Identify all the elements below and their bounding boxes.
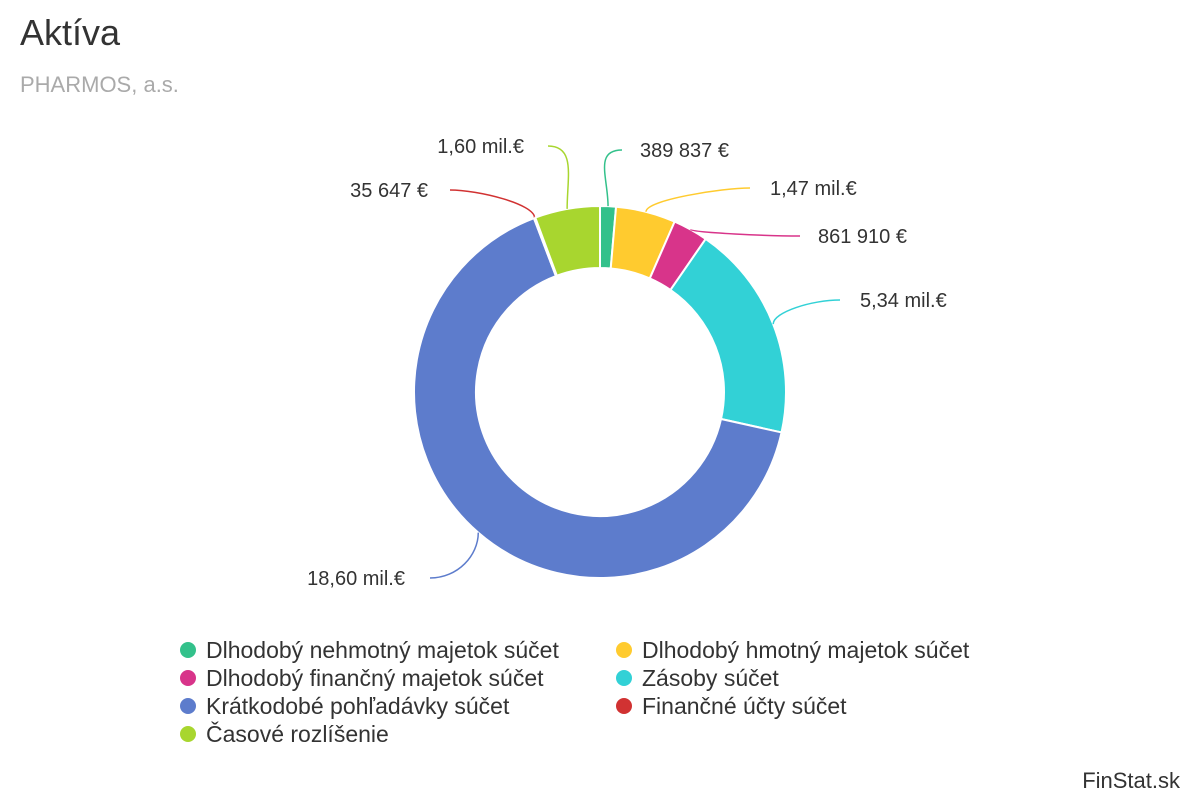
- credit-link[interactable]: FinStat.sk: [1082, 768, 1180, 793]
- data-label-connector: [689, 228, 801, 237]
- donut-slice[interactable]: [669, 237, 787, 434]
- data-label-connector: [645, 187, 751, 213]
- donut-slice[interactable]: [413, 216, 783, 579]
- legend-swatch-icon: [180, 726, 196, 742]
- data-label-connector: [772, 299, 841, 325]
- data-label-connector: [547, 145, 570, 209]
- legend-swatch-icon: [180, 698, 196, 714]
- legend-label: Finančné účty súčet: [642, 692, 847, 719]
- data-label: 1,47 mil.€: [770, 178, 857, 200]
- donut-chart: 389 837 € 1,47 mil.€ 861 910 € 5,34 mil.€ 18…: [307, 136, 947, 590]
- data-label: 861 910 €: [818, 226, 907, 248]
- legend-item[interactable]: Dlhodobý nehmotný majetok súčet: [180, 636, 616, 664]
- legend-label: Krátkodobé pohľadávky súčet: [206, 692, 510, 719]
- chart-subtitle: PHARMOS, a.s.: [20, 72, 179, 97]
- legend-label: Dlhodobý finančný majetok súčet: [206, 664, 544, 691]
- chart-legend: Dlhodobý nehmotný majetok súčet Dlhodobý …: [180, 636, 1040, 748]
- data-label: 1,60 mil.€: [437, 136, 524, 158]
- legend-swatch-icon: [616, 642, 632, 658]
- legend-item[interactable]: Časové rozlíšenie: [180, 720, 616, 748]
- data-label: 5,34 mil.€: [860, 290, 947, 312]
- data-label: 35 647 €: [350, 180, 428, 202]
- legend-item[interactable]: Dlhodobý hmotný majetok súčet: [616, 636, 1036, 664]
- donut-slice[interactable]: [534, 204, 601, 278]
- legend-item[interactable]: Finančné účty súčet: [616, 692, 1036, 720]
- legend-label: Zásoby súčet: [642, 664, 779, 691]
- legend-swatch-icon: [180, 670, 196, 686]
- chart-title: Aktíva: [20, 12, 121, 53]
- data-label-connector: [429, 532, 480, 579]
- legend-item[interactable]: Zásoby súčet: [616, 664, 1036, 692]
- legend-label: Dlhodobý nehmotný majetok súčet: [206, 636, 559, 663]
- legend-item[interactable]: Krátkodobé pohľadávky súčet: [180, 692, 616, 720]
- legend-label: Dlhodobý hmotný majetok súčet: [642, 636, 970, 663]
- data-label-connector: [449, 189, 536, 219]
- legend-swatch-icon: [616, 698, 632, 714]
- data-label: 18,60 mil.€: [307, 568, 405, 590]
- legend-swatch-icon: [616, 670, 632, 686]
- legend-swatch-icon: [180, 642, 196, 658]
- legend-item[interactable]: Dlhodobý finančný majetok súčet: [180, 664, 616, 692]
- data-label: 389 837 €: [640, 140, 729, 162]
- data-label-connector: [603, 149, 623, 207]
- legend-label: Časové rozlíšenie: [206, 720, 389, 747]
